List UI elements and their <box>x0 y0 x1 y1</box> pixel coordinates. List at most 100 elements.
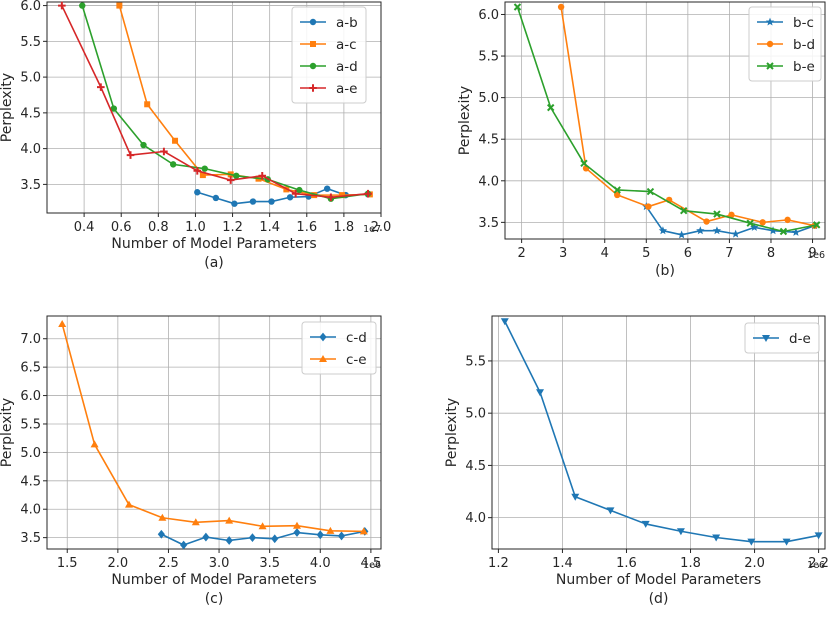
data-point <box>258 522 267 530</box>
gridlines-b <box>505 2 825 239</box>
caption: (b) <box>655 263 675 279</box>
chart-b: 2 3 4 5 6 7 8 9 3.5 4.0 4.5 5.0 5.5 6.0 1e6 Perplexity (… <box>457 1 826 279</box>
data-point <box>713 210 721 218</box>
data-point <box>160 147 168 156</box>
x-tick-label: 3.0 <box>209 556 230 571</box>
x-tick-label: 1.5 <box>57 556 78 571</box>
x-tick-label: 2.0 <box>108 556 129 571</box>
y-axis-label: Perplexity <box>0 398 15 467</box>
y-tick-label: 6.0 <box>20 389 41 404</box>
axes-frame-d <box>491 315 826 550</box>
data-point <box>193 167 202 175</box>
y-tick-label: 5.5 <box>465 354 486 369</box>
data-point <box>225 536 233 545</box>
data-point <box>571 493 580 501</box>
series-line <box>516 6 817 233</box>
legend-label: b-e <box>793 59 815 75</box>
data-point <box>782 538 791 546</box>
axes-frame-b <box>504 1 826 240</box>
data-point <box>712 534 721 542</box>
y-tick-label: 4.5 <box>20 106 41 121</box>
x-tick-label: 1.4 <box>552 556 573 571</box>
data-point <box>750 222 759 231</box>
legend-box <box>291 6 367 104</box>
y-tick-label: 6.5 <box>20 361 41 376</box>
x-tick-label: 1.0 <box>185 220 206 235</box>
data-point <box>364 189 372 198</box>
data-point <box>202 532 210 542</box>
x-tick-label: 8 <box>767 246 775 261</box>
data-point <box>248 533 257 543</box>
x-tick-label: 2.2 <box>808 556 829 571</box>
x-exponent-label: 1e6 <box>807 250 825 261</box>
legend-c: c-d c-e <box>301 321 377 375</box>
series-line <box>197 187 369 205</box>
data-point <box>731 229 740 238</box>
y-tick-label: 5.0 <box>20 446 41 461</box>
x-tick-label: 9 <box>808 246 816 261</box>
data-point <box>791 227 801 236</box>
x-tick-label: 3.5 <box>259 556 280 571</box>
legend-marker <box>309 84 317 92</box>
y-tick-label: 5.0 <box>478 91 499 106</box>
caption: (c) <box>205 591 224 607</box>
legend-marker <box>309 18 317 26</box>
y-tick-label: 4.0 <box>20 503 41 518</box>
x-tick-label: 7 <box>725 246 733 261</box>
x-tick-label: 5 <box>642 246 650 261</box>
data-point <box>323 185 331 192</box>
legend-label: d-e <box>789 331 811 347</box>
legend-label: a-e <box>336 81 357 97</box>
chart-a: 0.4 0.6 0.8 1.0 1.2 1.4 1.6 1.8 2.0 3.5 4.0 4.5 5.0 5… <box>0 0 391 271</box>
data-point <box>79 2 86 9</box>
series-line <box>504 320 819 543</box>
data-point <box>327 193 335 202</box>
data-point <box>158 513 167 521</box>
data-point <box>641 520 650 528</box>
data-point <box>557 3 565 11</box>
tick-labels-c: 1.5 2.0 2.5 3.0 3.5 4.0 4.5 3.5 4.0 4.5 5.0 5.5 6.0 6… <box>20 332 381 571</box>
x-tick-label: 4.5 <box>361 556 382 571</box>
y-tick-label: 4.0 <box>478 174 499 189</box>
data-point <box>728 211 735 219</box>
data-point <box>97 83 105 91</box>
data-point <box>191 518 200 526</box>
data-point <box>500 318 509 326</box>
x-tick-label: 2 <box>517 246 525 261</box>
data-point <box>225 516 234 524</box>
x-tick-label: 0.4 <box>74 220 95 235</box>
x-tick-label: 1.8 <box>334 220 355 235</box>
data-point <box>286 194 294 201</box>
data-point <box>249 198 257 205</box>
data-point <box>676 528 685 536</box>
data-point <box>292 521 301 529</box>
legend-marker <box>309 62 317 70</box>
y-tick-label: 4.0 <box>20 142 41 157</box>
data-point <box>172 137 179 144</box>
data-point <box>746 219 754 227</box>
data-point <box>326 526 335 534</box>
chart-d: 1.2 1.4 1.6 1.8 2.0 2.2 4.0 4.5 5.0 5.5 1e6 Number … <box>444 315 829 607</box>
data-point <box>759 219 766 226</box>
y-axis-label: Perplexity <box>457 86 473 155</box>
x-tick-label: 0.8 <box>148 220 169 235</box>
series-line <box>61 5 369 199</box>
x-tick-label: 4.0 <box>310 556 331 571</box>
series-d-e <box>500 318 823 546</box>
y-tick-label: 7.0 <box>20 332 41 347</box>
x-tick-label: 1.2 <box>488 556 509 571</box>
legend-box <box>748 6 822 82</box>
x-tick-label: 1.6 <box>296 220 317 235</box>
data-point <box>337 531 346 541</box>
y-tick-label: 5.5 <box>20 417 41 432</box>
x-axis-label: Number of Model Parameters <box>556 572 761 588</box>
legend-marker <box>319 332 327 342</box>
y-tick-label: 4.0 <box>465 511 486 526</box>
caption: (a) <box>204 255 224 271</box>
y-tick-label: 3.5 <box>478 216 499 231</box>
x-tick-label: 1.2 <box>222 220 243 235</box>
legend-marker <box>762 335 770 342</box>
data-point <box>126 151 135 159</box>
data-point <box>201 165 208 172</box>
